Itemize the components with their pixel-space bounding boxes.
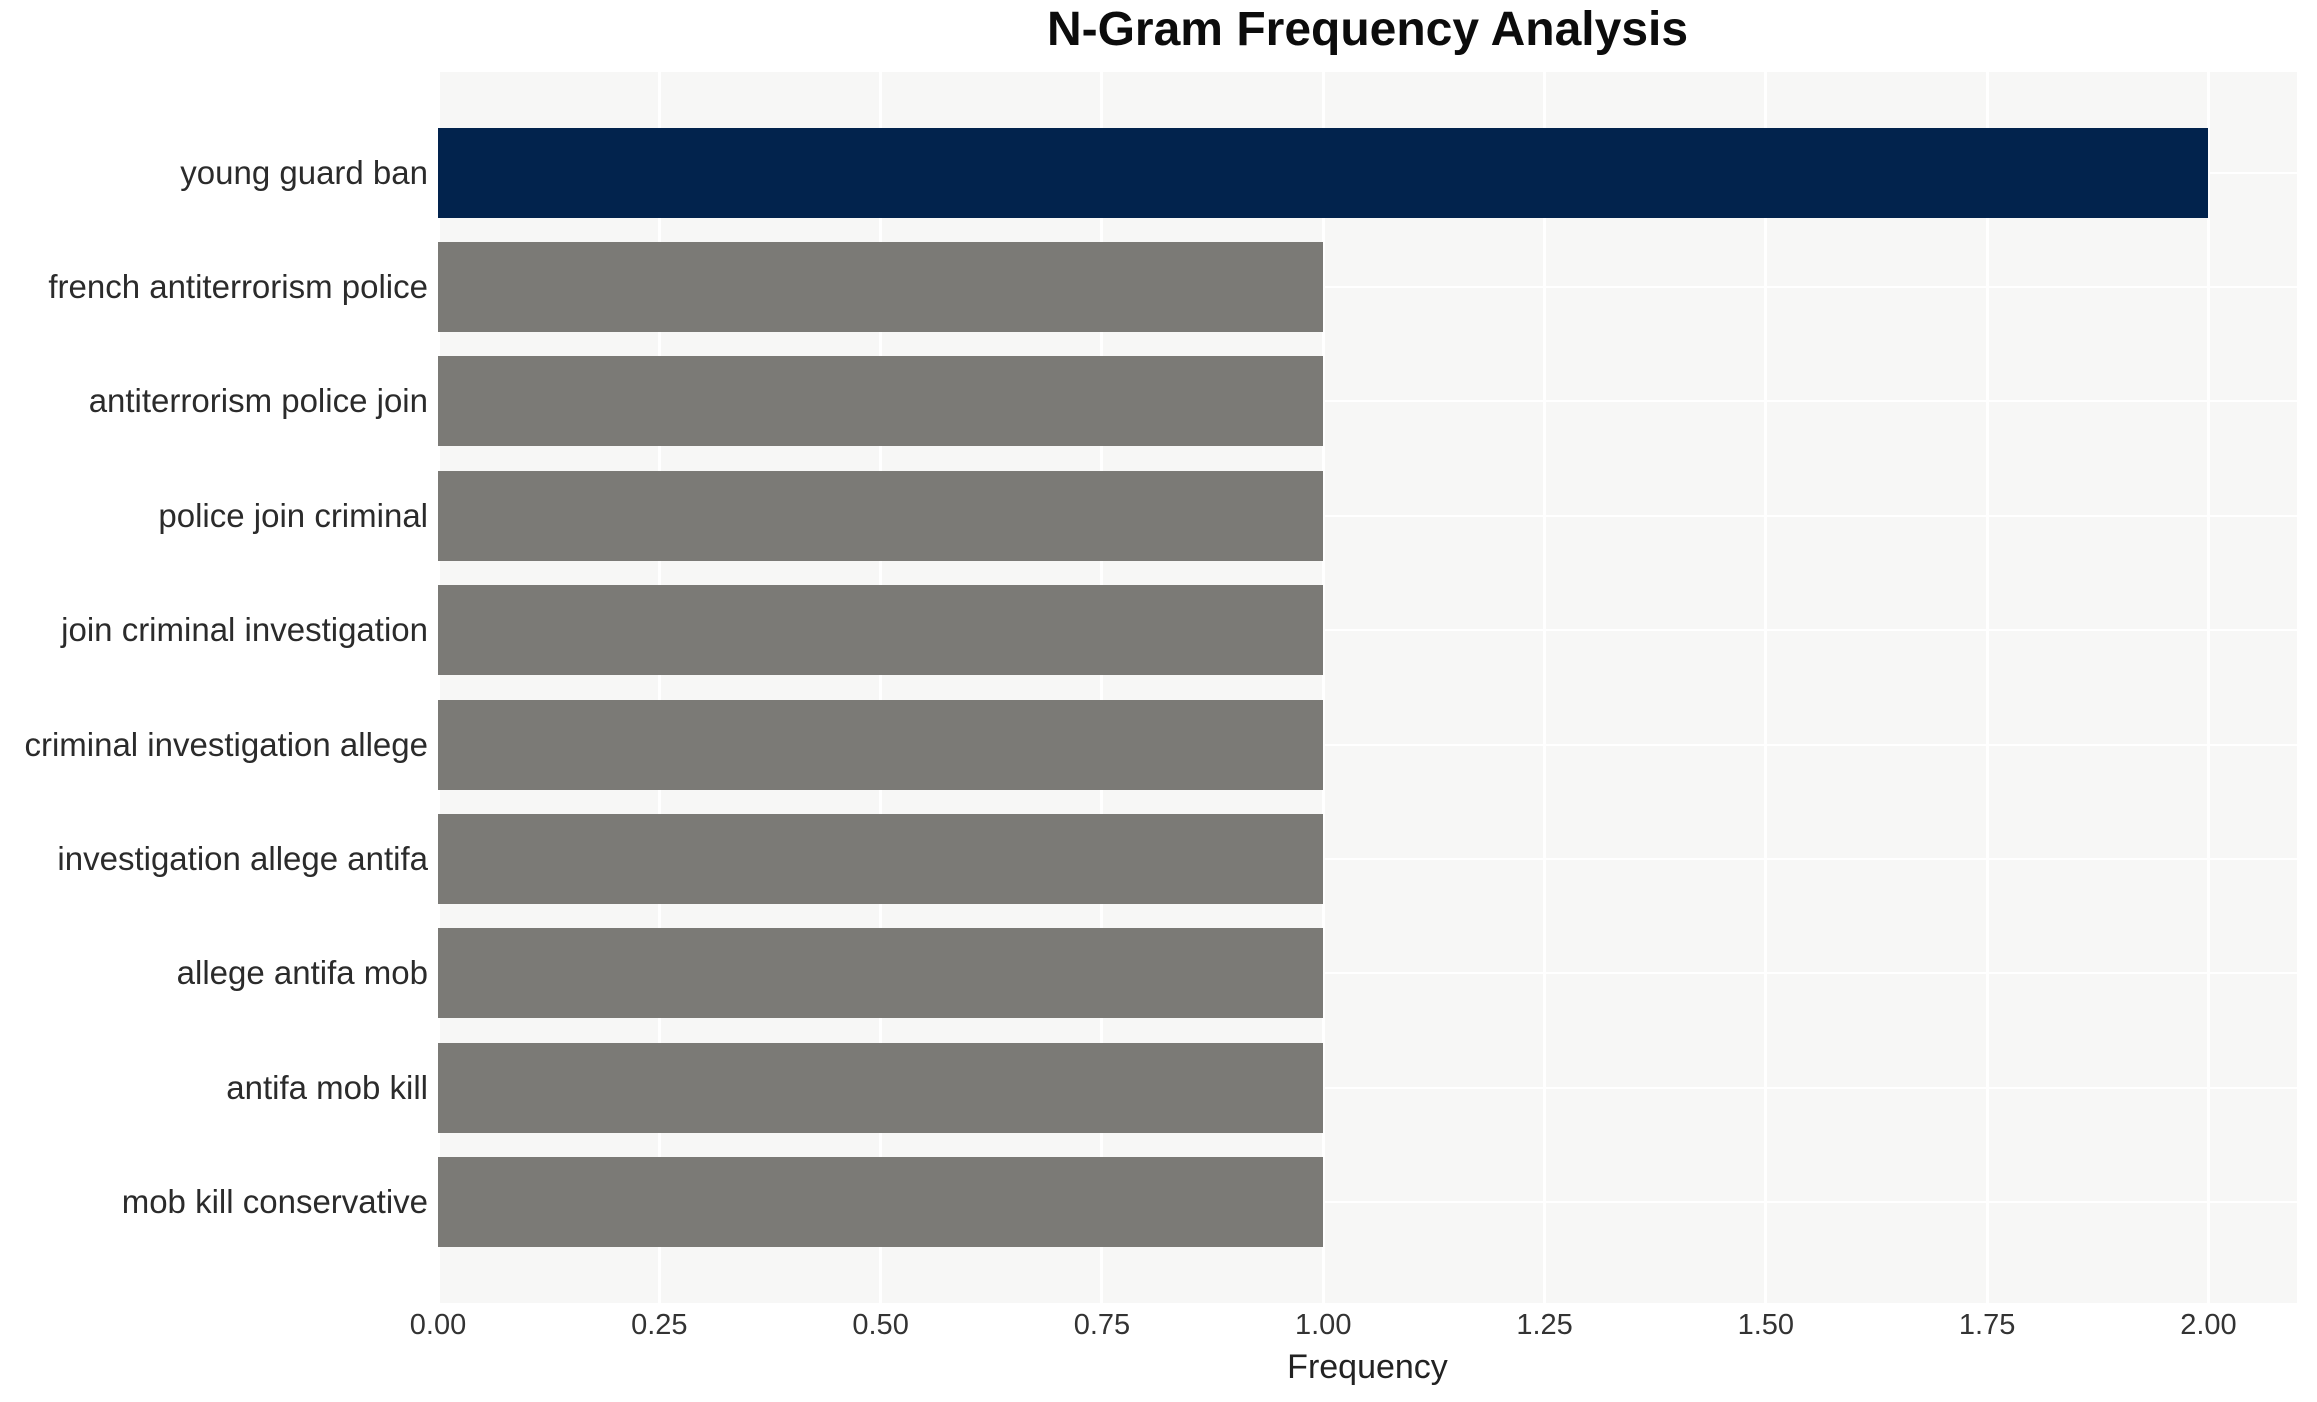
- y-tick-label: allege antifa mob: [176, 954, 428, 992]
- x-tick-label: 1.25: [1516, 1309, 1573, 1341]
- bar: [438, 1042, 1324, 1133]
- x-tick-label: 1.00: [1295, 1309, 1352, 1341]
- x-gridline: [1100, 72, 1104, 1303]
- x-tick-label: 0.25: [631, 1309, 688, 1341]
- y-gridline: [438, 857, 2297, 860]
- x-gridline: [657, 72, 661, 1303]
- y-gridline: [438, 400, 2297, 403]
- y-gridline: [438, 285, 2297, 288]
- bar: [438, 585, 1324, 676]
- y-tick-label: mob kill conservative: [121, 1183, 428, 1221]
- x-gridline: [2206, 72, 2210, 1303]
- y-tick-label: criminal investigation allege: [24, 725, 428, 763]
- y-gridline: [438, 514, 2297, 517]
- y-tick-label: young guard ban: [180, 153, 428, 191]
- y-tick-label: antifa mob kill: [226, 1068, 428, 1106]
- y-tick-label: police join criminal: [158, 496, 428, 534]
- bar: [438, 699, 1324, 790]
- bar: [438, 127, 2209, 218]
- bar: [438, 470, 1324, 561]
- y-gridline: [438, 743, 2297, 746]
- x-tick-label: 1.50: [1737, 1309, 1795, 1341]
- bar: [438, 813, 1324, 904]
- x-gridline: [438, 72, 440, 1303]
- x-gridline: [1321, 72, 1325, 1303]
- x-gridline: [1985, 72, 1989, 1303]
- chart-title: N-Gram Frequency Analysis: [1046, 3, 1689, 56]
- y-gridline: [438, 1086, 2297, 1089]
- x-gridline: [879, 72, 883, 1303]
- plot-area: [438, 72, 2297, 1303]
- bar: [438, 1157, 1324, 1248]
- bar: [438, 241, 1324, 332]
- bar: [438, 928, 1324, 1019]
- y-gridline: [438, 629, 2297, 632]
- x-tick-label: 0.75: [1073, 1309, 1131, 1341]
- y-tick-label: join criminal investigation: [61, 611, 428, 649]
- x-tick-label: 0.50: [852, 1309, 909, 1341]
- x-gridline: [1543, 72, 1547, 1303]
- y-tick-label: antiterrorism police join: [88, 382, 428, 420]
- x-gridline: [1764, 72, 1768, 1303]
- y-gridline: [438, 972, 2297, 975]
- y-tick-label: investigation allege antifa: [57, 839, 428, 877]
- y-axis: young guard ban french antiterrorism poli…: [0, 0, 428, 1402]
- bar: [438, 356, 1324, 447]
- x-tick-label: 2.00: [2180, 1309, 2237, 1341]
- y-gridline: [438, 1201, 2297, 1204]
- y-tick-label: french antiterrorism police: [48, 267, 428, 305]
- x-axis-label: Frequency: [1287, 1348, 1448, 1386]
- x-tick-label: 1.75: [1958, 1309, 2016, 1341]
